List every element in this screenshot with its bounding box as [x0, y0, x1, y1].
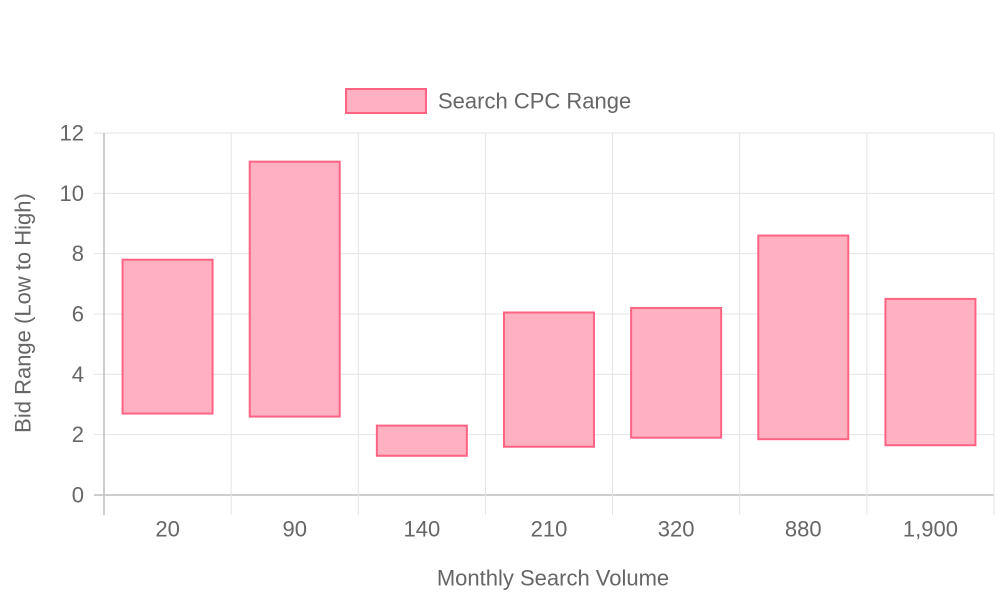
y-tick-label: 0	[72, 483, 84, 508]
legend-label-search-cpc-range[interactable]: Search CPC Range	[438, 89, 631, 114]
bar-320[interactable]	[630, 306, 723, 439]
bar-880[interactable]	[757, 234, 850, 441]
y-tick-label: 4	[72, 362, 84, 387]
y-tick-label: 6	[72, 302, 84, 327]
y-tick-label: 2	[72, 422, 84, 447]
x-tick-label: 20	[155, 517, 179, 542]
x-tick-label: 210	[531, 517, 568, 542]
x-tick-label: 1,900	[903, 517, 958, 542]
bars-layer	[121, 160, 977, 457]
bar-20[interactable]	[121, 258, 214, 415]
bar-90[interactable]	[248, 160, 341, 418]
grid-layer	[94, 132, 995, 515]
bar-210[interactable]	[503, 311, 595, 448]
legend-swatch-search-cpc-range[interactable]	[345, 88, 427, 114]
x-tick-label: 880	[785, 517, 822, 542]
x-tick-label: 140	[403, 517, 440, 542]
y-axis-title: Bid Range (Low to High)	[11, 193, 36, 433]
axes-layer: 0 2 4 6 8 10 12 20 90 140 210 320 880 1,900	[60, 121, 958, 542]
bar-1900[interactable]	[884, 297, 977, 447]
x-tick-label: 320	[658, 517, 695, 542]
y-tick-label: 12	[60, 121, 84, 146]
bar-140[interactable]	[375, 424, 468, 457]
x-tick-label: 90	[282, 517, 306, 542]
legend[interactable]: Search CPC Range	[345, 88, 631, 114]
y-tick-label: 8	[72, 241, 84, 266]
y-tick-label: 10	[60, 181, 84, 206]
x-axis-title: Monthly Search Volume	[437, 566, 669, 591]
